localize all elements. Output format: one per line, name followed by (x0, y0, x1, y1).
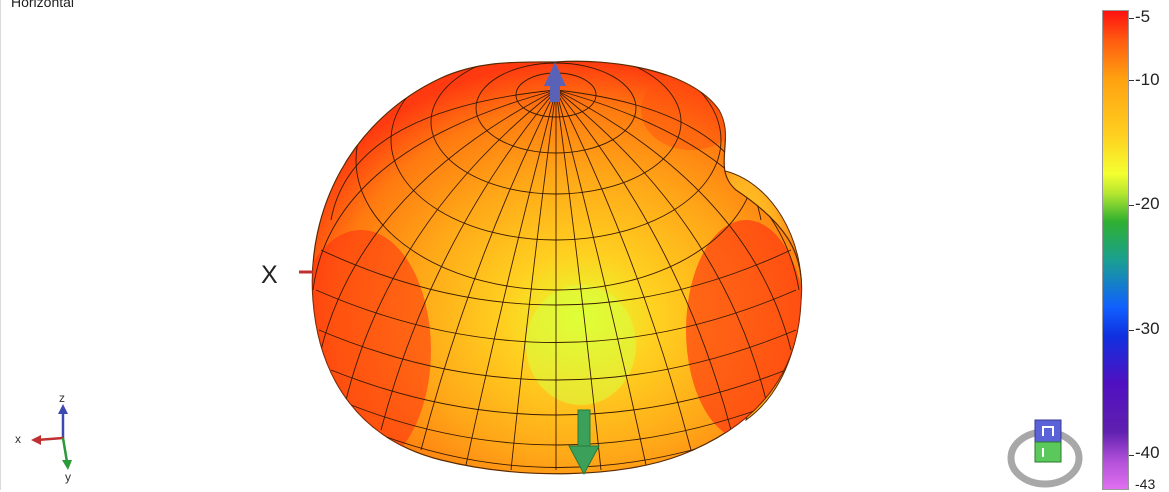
y-direction-arrow (568, 409, 600, 476)
colorbar-label: -20 (1135, 194, 1160, 213)
colorbar-tick (1129, 330, 1134, 331)
radiation-pattern-plot[interactable] (1, 0, 1101, 490)
x-axis-label: X (261, 261, 278, 289)
cube-front-face[interactable] (1034, 441, 1062, 463)
view-title: Horizontal (11, 0, 75, 10)
colorbar-tick (1129, 205, 1134, 206)
main-lobe (311, 60, 803, 475)
colorbar-label: -10 (1135, 70, 1160, 89)
colorbar-tick (1129, 455, 1134, 456)
colorbar-label: -30 (1135, 319, 1160, 338)
coordinate-triad (31, 404, 72, 470)
z-direction-arrow (544, 62, 566, 102)
colorbar-label: -5 (1135, 7, 1151, 26)
cube-top-face[interactable] (1034, 419, 1062, 443)
color-scale-bar (1102, 10, 1129, 490)
triad-z-label: z (59, 391, 65, 405)
colorbar-tick (1129, 80, 1134, 81)
colorbar-label: -40 (1135, 443, 1160, 462)
colorbar-tick (1129, 18, 1134, 19)
colorbar-label: -43 (1135, 476, 1156, 492)
triad-x-label: x (15, 432, 21, 446)
navigation-cube[interactable] (1005, 414, 1085, 490)
triad-y-label: y (65, 470, 71, 484)
